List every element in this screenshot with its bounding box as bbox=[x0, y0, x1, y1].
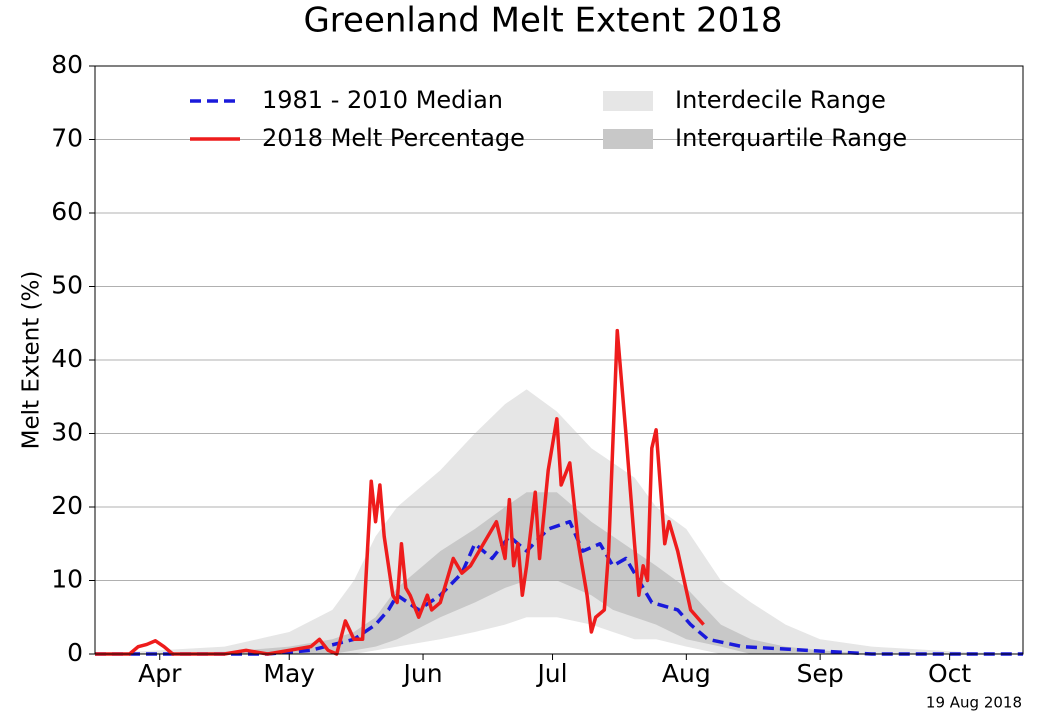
y-tick-label: 70 bbox=[51, 124, 83, 153]
x-tick-label: Oct bbox=[928, 659, 971, 688]
bands bbox=[95, 389, 1023, 654]
series-line bbox=[95, 328, 705, 656]
range-band bbox=[95, 492, 1023, 654]
legend-label: Interdecile Range bbox=[675, 86, 886, 114]
x-tick-label: May bbox=[263, 659, 315, 688]
date-annotation: 19 Aug 2018 bbox=[926, 694, 1022, 712]
y-axis-label: Melt Extent (%) bbox=[19, 271, 45, 450]
x-tick-label: Apr bbox=[138, 659, 182, 688]
chart-title: Greenland Melt Extent 2018 bbox=[303, 1, 782, 41]
y-tick-label: 30 bbox=[51, 418, 83, 447]
legend-label: 1981 - 2010 Median bbox=[262, 86, 503, 114]
legend-swatch bbox=[603, 91, 653, 111]
y-tick-label: 0 bbox=[67, 638, 83, 667]
legend-label: Interquartile Range bbox=[675, 124, 907, 152]
legend: 1981 - 2010 Median 2018 Melt Percentage In… bbox=[190, 86, 907, 152]
legend-label: 2018 Melt Percentage bbox=[262, 124, 525, 152]
x-tick-label: Sep bbox=[797, 659, 844, 688]
y-tick-label: 10 bbox=[51, 565, 83, 594]
plot-frame bbox=[94, 65, 1024, 655]
series-line bbox=[95, 519, 1023, 656]
y-tick-label: 60 bbox=[51, 197, 83, 226]
x-tick-label: Aug bbox=[662, 659, 711, 688]
x-tick-label: Jun bbox=[402, 659, 443, 688]
legend-swatch bbox=[603, 129, 653, 149]
x-tick-label: Jul bbox=[535, 659, 567, 688]
y-tick-label: 20 bbox=[51, 491, 83, 520]
y-tick-label: 50 bbox=[51, 271, 83, 300]
axes: 0 10 20 30 40 50 60 70 80 Apr May Jun Jul Aug Sep Oct bbox=[51, 50, 1024, 688]
y-tick-label: 40 bbox=[51, 344, 83, 373]
y-tick-label: 80 bbox=[51, 50, 83, 79]
lines bbox=[95, 328, 1023, 656]
